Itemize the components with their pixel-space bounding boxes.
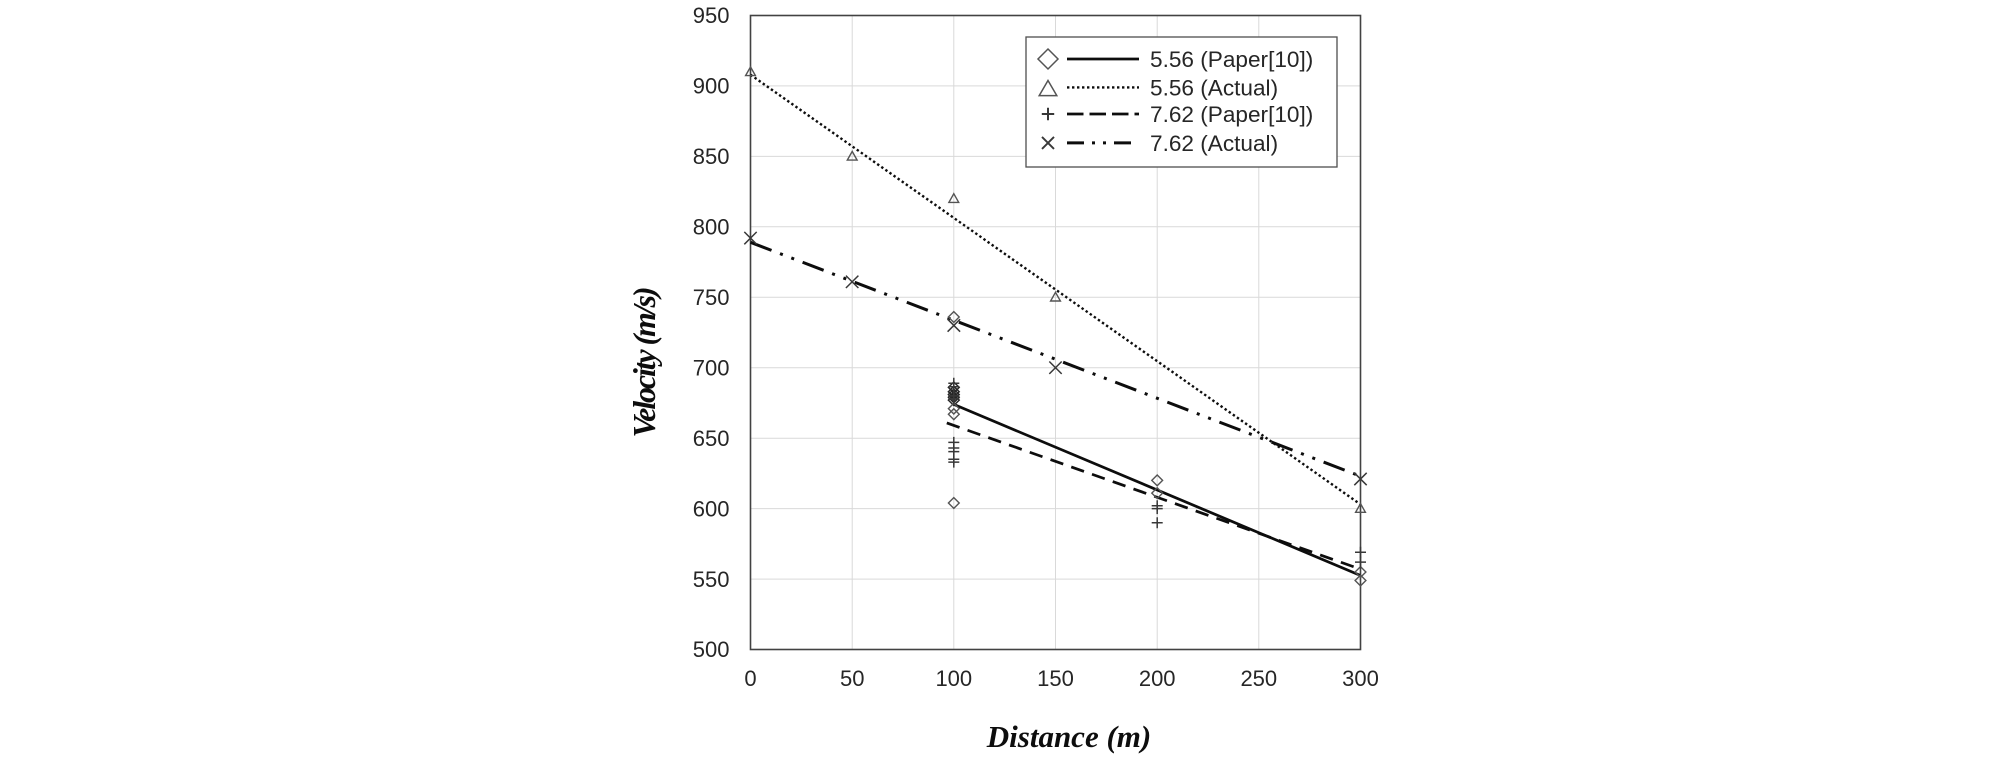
svg-text:200: 200 xyxy=(1139,666,1176,691)
svg-text:300: 300 xyxy=(1342,666,1379,691)
svg-text:900: 900 xyxy=(693,74,730,99)
svg-text:5.56 (Paper[10]): 5.56 (Paper[10]) xyxy=(1150,47,1313,72)
svg-text:100: 100 xyxy=(935,666,972,691)
svg-text:50: 50 xyxy=(840,666,864,691)
svg-text:5.56 (Actual): 5.56 (Actual) xyxy=(1150,75,1278,100)
svg-text:850: 850 xyxy=(693,144,730,169)
svg-text:800: 800 xyxy=(693,215,730,240)
svg-text:Velocity (m/s): Velocity (m/s) xyxy=(626,287,662,438)
svg-text:950: 950 xyxy=(693,3,730,28)
svg-text:Distance (m): Distance (m) xyxy=(986,719,1151,754)
svg-text:7.62 (Paper[10]): 7.62 (Paper[10]) xyxy=(1150,102,1313,127)
svg-text:500: 500 xyxy=(693,637,730,662)
svg-text:0: 0 xyxy=(744,666,756,691)
svg-text:650: 650 xyxy=(693,426,730,451)
svg-text:750: 750 xyxy=(693,285,730,310)
svg-text:7.62 (Actual): 7.62 (Actual) xyxy=(1150,131,1278,156)
svg-text:600: 600 xyxy=(693,496,730,521)
svg-text:700: 700 xyxy=(693,355,730,380)
svg-text:150: 150 xyxy=(1037,666,1074,691)
svg-text:250: 250 xyxy=(1240,666,1277,691)
svg-text:550: 550 xyxy=(693,567,730,592)
